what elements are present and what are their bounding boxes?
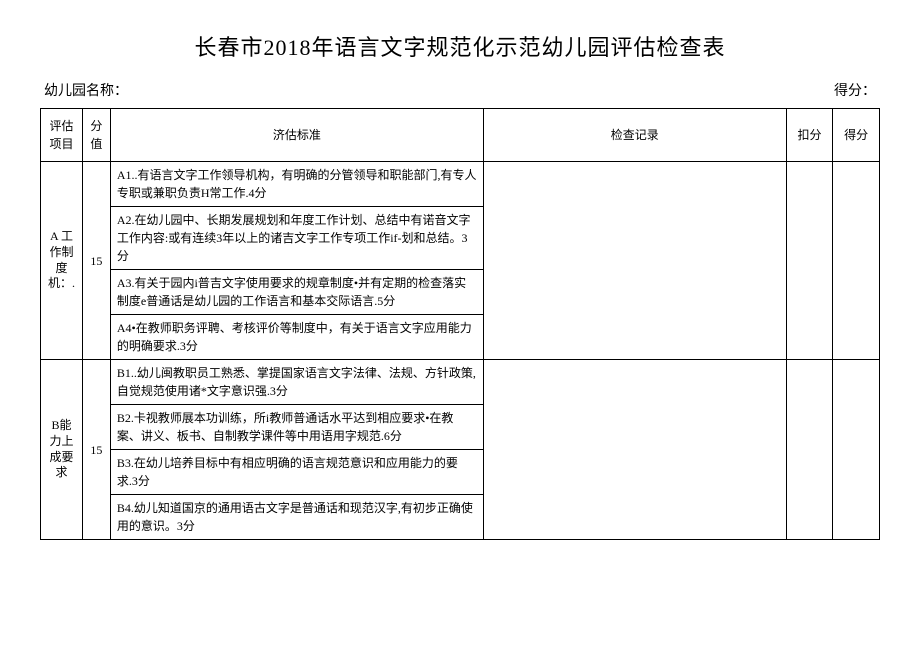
std-b4: B4.幼儿知道国京的通用语古文字是普通话和现范汉字,有初步正确使用的意识。3分 <box>110 495 483 540</box>
group-a-name: A 工作制度机：. <box>41 162 83 360</box>
got-a <box>833 162 880 360</box>
th-got: 得分 <box>833 109 880 162</box>
header-row: 评估项目 分值 济估标准 检查记录 扣分 得分 <box>41 109 880 162</box>
std-a1: A1..有语言文字工作领导机构，有明确的分管领导和职能部门,有专人专职或兼职负责… <box>110 162 483 207</box>
std-b3: B3.在幼儿培养目标中有相应明确的语言规范意识和应用能力的要求.3分 <box>110 450 483 495</box>
meta-row: 幼儿园名称： 得分： <box>40 80 880 100</box>
record-b <box>483 360 786 540</box>
page-title: 长春市2018年语言文字规范化示范幼儿园评估检查表 <box>40 30 880 62</box>
deduct-a <box>786 162 833 360</box>
table-row: B能力上成要求 15 B1..幼儿闽教职员工熟悉、掌提国家语言文字法律、法规、方… <box>41 360 880 405</box>
std-a3: A3.有关于园内i普吉文字使用要求的规章制度•并有定期的检查落实制度e普通话是幼… <box>110 270 483 315</box>
th-standard: 济估标准 <box>110 109 483 162</box>
got-b <box>833 360 880 540</box>
deduct-b <box>786 360 833 540</box>
th-record: 检查记录 <box>483 109 786 162</box>
score-label: 得分： <box>834 80 876 100</box>
std-b1: B1..幼儿闽教职员工熟悉、掌提国家语言文字法律、法规、方针政策,自觉规范使用诸… <box>110 360 483 405</box>
th-project: 评估项目 <box>41 109 83 162</box>
std-a4: A4•在教师职务评聘、考核评价等制度中，有关于语言文字应用能力的明确要求.3分 <box>110 315 483 360</box>
std-a2: A2.在幼儿园中、长期发展规划和年度工作计划、总结中有诺音文字工作内容:或有连续… <box>110 207 483 270</box>
record-a <box>483 162 786 360</box>
table-row: A 工作制度机：. 15 A1..有语言文字工作领导机构，有明确的分管领导和职能… <box>41 162 880 207</box>
std-b2: B2.卡视教师展本功训练，所i教师普通话水平达到相应要求•在教案、讲义、板书、自… <box>110 405 483 450</box>
evaluation-table: 评估项目 分值 济估标准 检查记录 扣分 得分 A 工作制度机：. 15 A1.… <box>40 108 880 540</box>
group-b-name: B能力上成要求 <box>41 360 83 540</box>
group-b-weight: 15 <box>82 360 110 540</box>
th-deduct: 扣分 <box>786 109 833 162</box>
th-weight: 分值 <box>82 109 110 162</box>
org-label: 幼儿园名称： <box>44 80 128 100</box>
group-a-weight: 15 <box>82 162 110 360</box>
